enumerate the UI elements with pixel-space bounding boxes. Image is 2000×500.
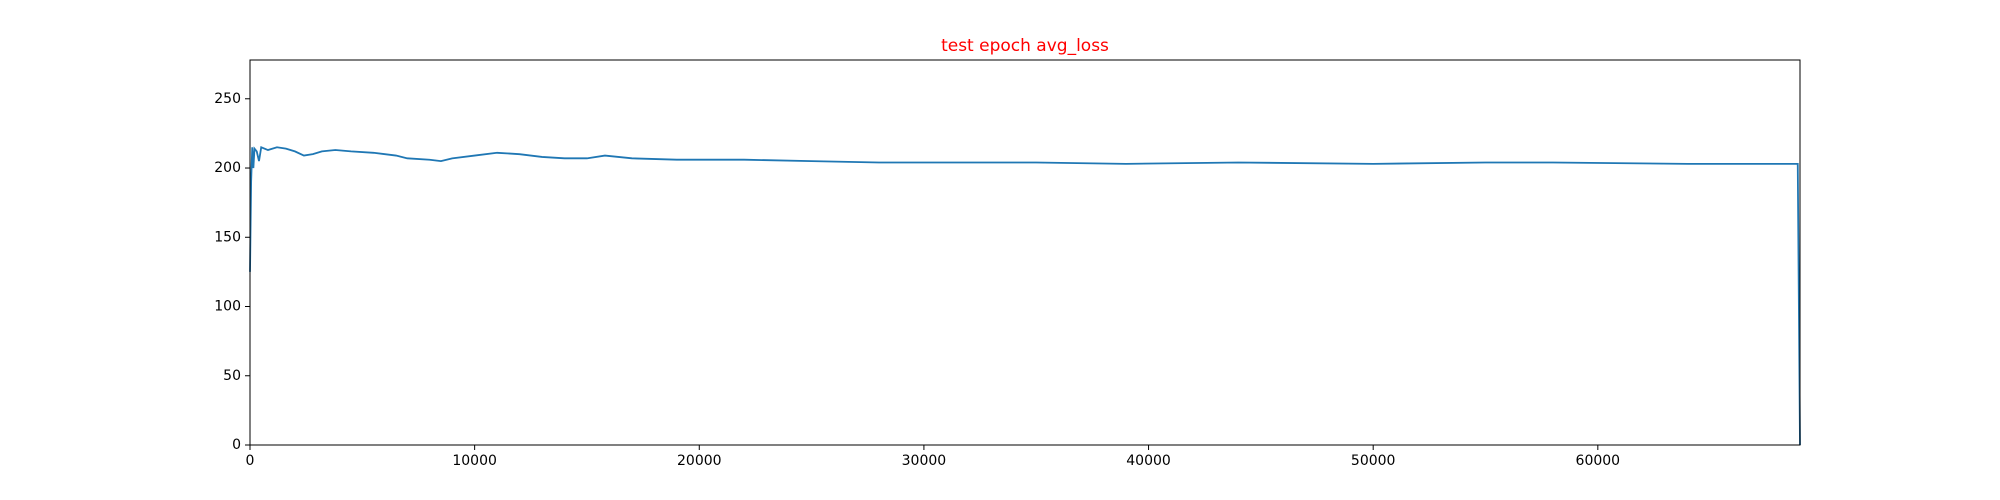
line-series [249, 145, 1801, 446]
x-tick-label: 50000 [1351, 453, 1396, 469]
plot-frame [249, 59, 1801, 446]
chart-title: test epoch avg_loss [941, 36, 1109, 56]
x-tick-label: 40000 [1126, 453, 1171, 469]
x-tick-label: 10000 [452, 453, 497, 469]
y-tick-label: 0 [232, 437, 241, 453]
x-tick-label: 20000 [677, 453, 722, 469]
y-tick-label: 250 [214, 91, 241, 107]
y-tick-label: 100 [214, 299, 241, 315]
x-tick-label: 30000 [902, 453, 947, 469]
x-tick-label: 60000 [1576, 453, 1621, 469]
x-tick-label: 0 [246, 453, 255, 469]
y-tick-label: 50 [223, 368, 241, 384]
y-tick-label: 200 [214, 160, 241, 176]
y-tick-label: 150 [214, 229, 241, 245]
